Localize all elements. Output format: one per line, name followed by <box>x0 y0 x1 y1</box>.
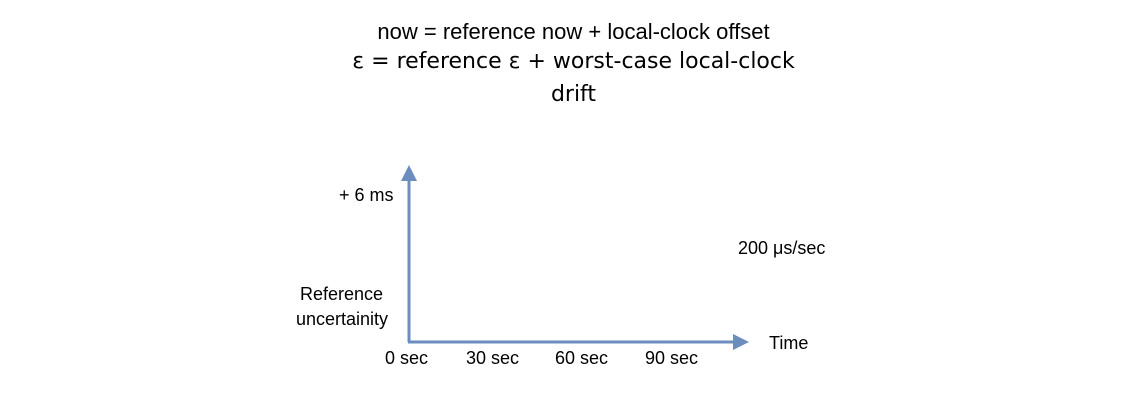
x-tick-label: 60 sec <box>555 348 609 368</box>
y-axis-reference-label: Reference <box>300 284 384 304</box>
x-axis-arrowhead <box>733 334 749 350</box>
drift-rate-label: 200 μs/sec <box>738 238 826 258</box>
y-axis-uncertainty-label: uncertainity <box>296 309 389 329</box>
y-axis-arrowhead <box>401 165 417 181</box>
formula-epsilon: ε = reference ε + worst-case local-clock <box>352 49 795 74</box>
formula-now: now = reference now + local-clock offset <box>377 19 770 44</box>
x-tick-label: 90 sec <box>645 348 699 368</box>
y-axis-top-label: + 6 ms <box>339 185 394 205</box>
x-tick-label: 30 sec <box>466 348 520 368</box>
formula-epsilon-continued: drift <box>550 82 597 107</box>
x-tick-label: 0 sec <box>385 348 429 368</box>
x-axis-label: Time <box>769 333 809 353</box>
